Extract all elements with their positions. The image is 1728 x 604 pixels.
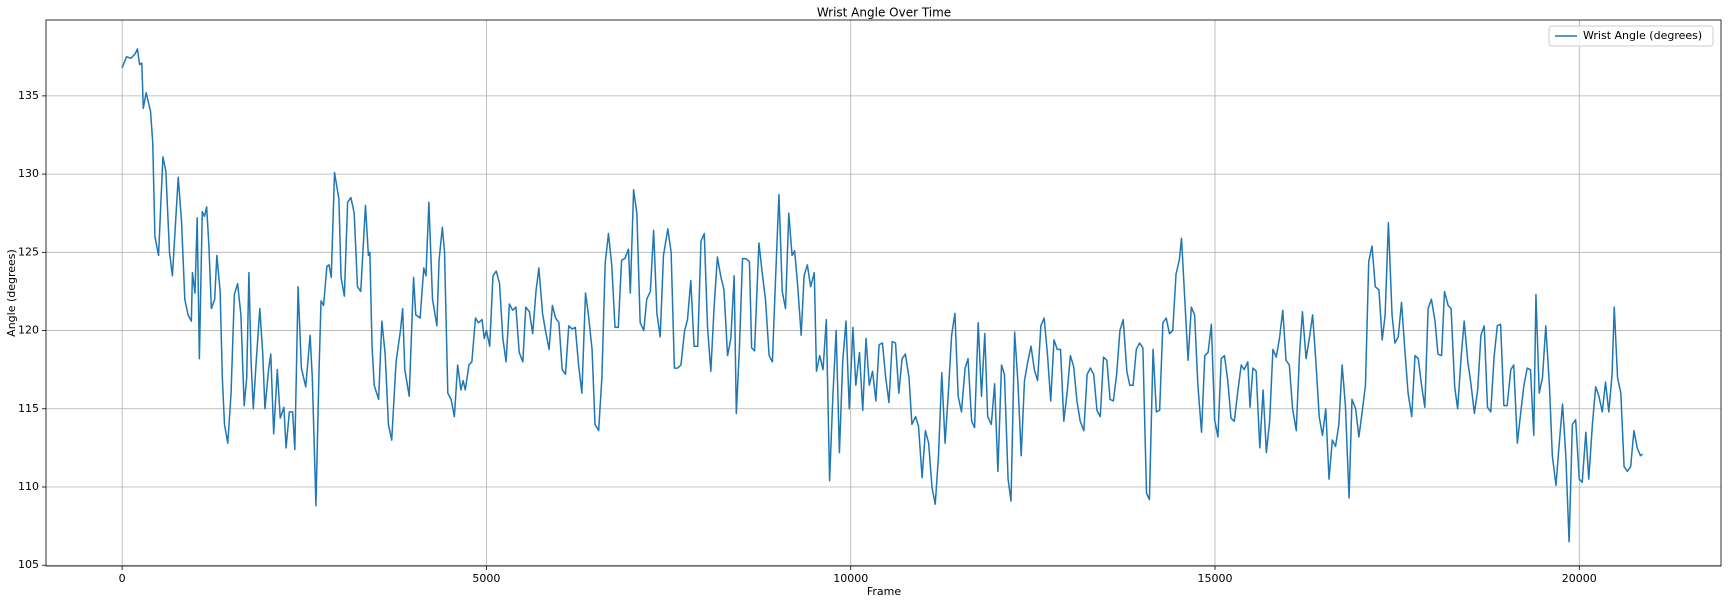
y-tick-label: 125 <box>18 245 39 258</box>
chart-title: Wrist Angle Over Time <box>817 6 951 20</box>
y-tick-label: 110 <box>18 480 39 493</box>
y-tick-label: 120 <box>18 324 39 337</box>
plot-frame <box>45 19 1722 567</box>
legend-label: Wrist Angle (degrees) <box>1583 29 1702 42</box>
y-tick-label: 115 <box>18 402 39 415</box>
x-tick-label: 10000 <box>833 572 868 585</box>
x-tick-label: 5000 <box>472 572 500 585</box>
x-axis-label: Frame <box>867 585 902 598</box>
y-tick-label: 105 <box>18 558 39 571</box>
y-tick-label: 135 <box>18 89 39 102</box>
x-tick-label: 20000 <box>1562 572 1597 585</box>
data-line <box>121 48 1644 543</box>
y-tick-label: 130 <box>18 167 39 180</box>
x-tick-label: 15000 <box>1198 572 1233 585</box>
legend-box <box>1548 25 1714 47</box>
y-axis-label: Angle (degrees) <box>5 249 18 337</box>
x-tick-label: 0 <box>119 572 126 585</box>
